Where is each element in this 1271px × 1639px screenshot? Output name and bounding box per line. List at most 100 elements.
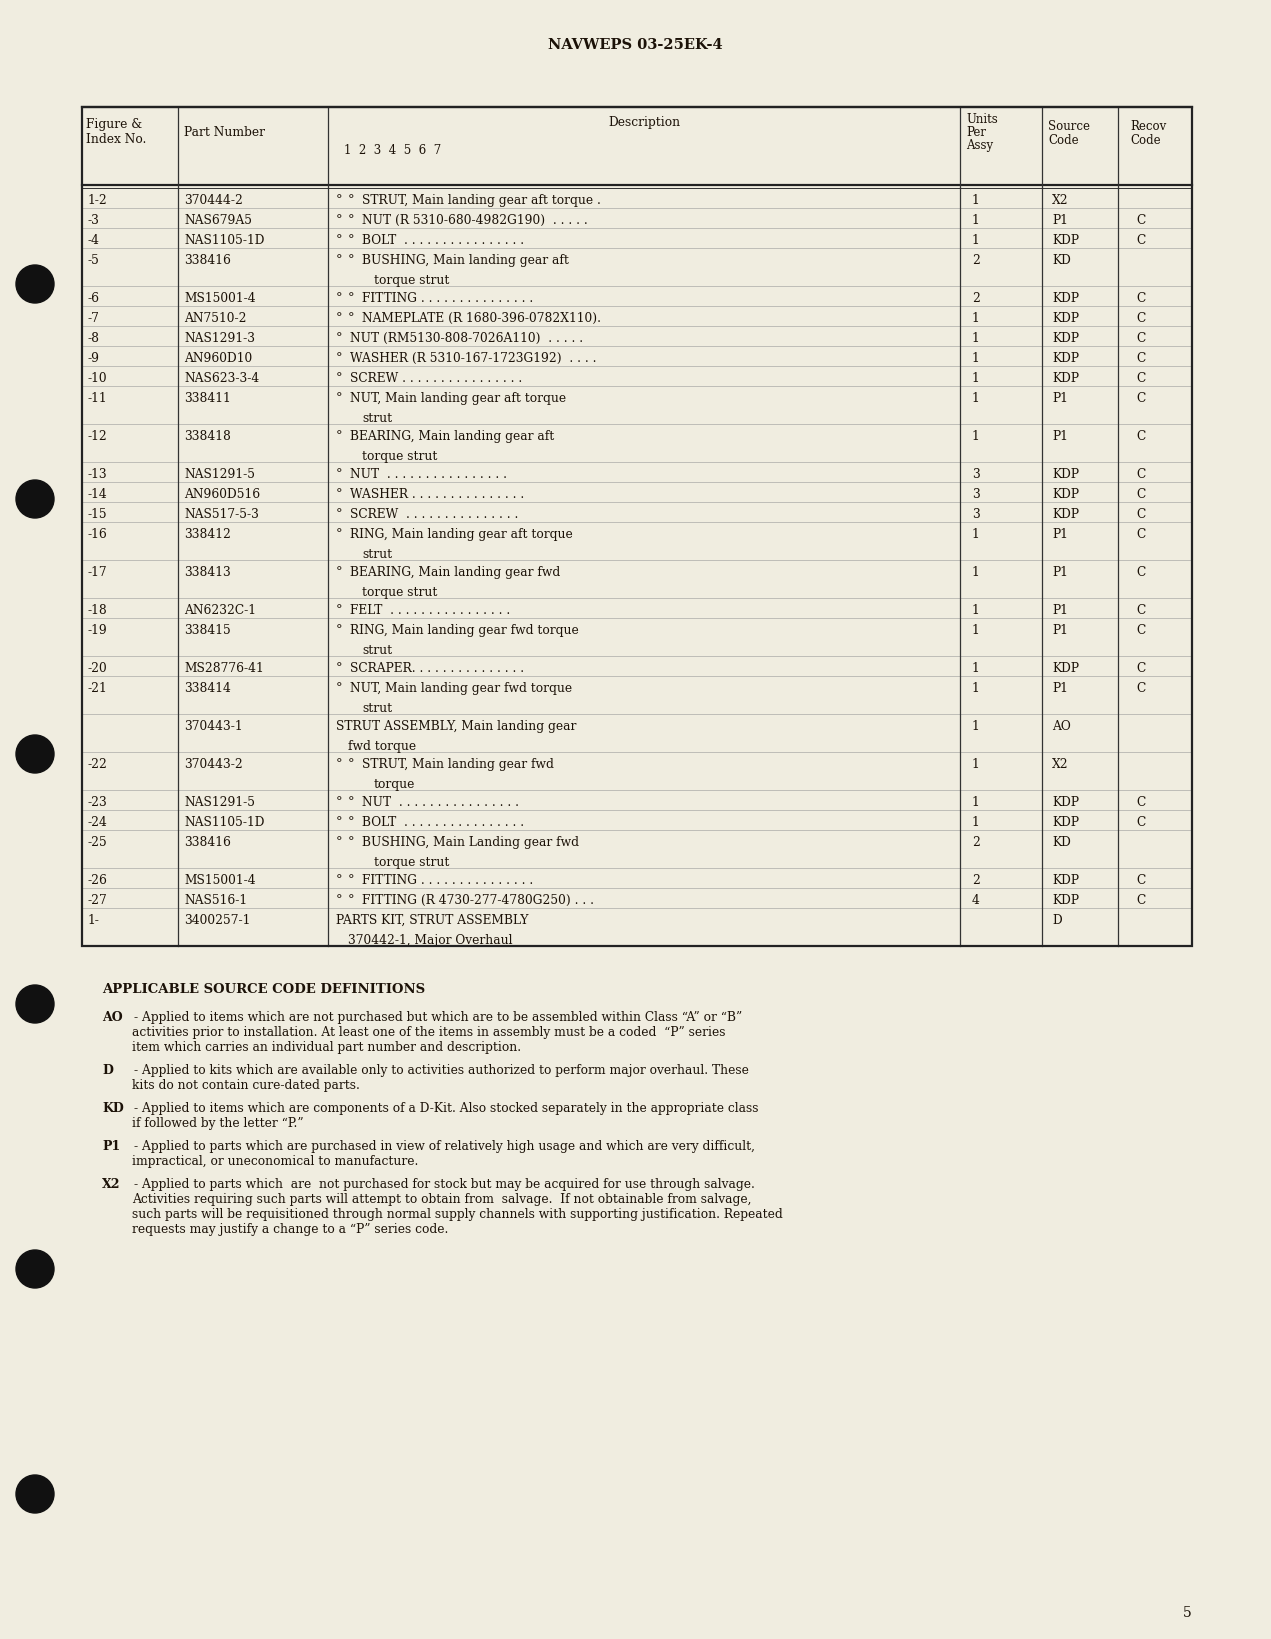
Text: -16: -16 — [88, 528, 108, 541]
Text: 370444-2: 370444-2 — [184, 193, 243, 207]
Text: NAS516-1: NAS516-1 — [184, 893, 247, 906]
Text: °: ° — [336, 795, 343, 808]
Text: C: C — [1136, 392, 1145, 405]
Text: -22: -22 — [88, 757, 108, 770]
Text: °: ° — [336, 682, 343, 695]
Text: fwd torque: fwd torque — [348, 739, 416, 752]
Text: NAS1105-1D: NAS1105-1D — [184, 816, 264, 828]
Text: 1-: 1- — [88, 913, 100, 926]
Text: FELT  . . . . . . . . . . . . . . . .: FELT . . . . . . . . . . . . . . . . — [350, 603, 510, 616]
Text: 1: 1 — [972, 528, 980, 541]
Text: C: C — [1136, 372, 1145, 385]
Text: 338415: 338415 — [184, 623, 231, 636]
Text: °: ° — [336, 874, 343, 887]
Text: 1-2: 1-2 — [88, 193, 108, 207]
Text: - Applied to items which are components of a D-Kit. Also stocked separately in t: - Applied to items which are components … — [133, 1101, 759, 1115]
Text: MS28776-41: MS28776-41 — [184, 662, 264, 675]
Text: NAS679A5: NAS679A5 — [184, 213, 252, 226]
Text: 4: 4 — [972, 893, 980, 906]
Text: KDP: KDP — [1052, 331, 1079, 344]
Text: KD: KD — [1052, 254, 1071, 267]
Text: °: ° — [336, 565, 343, 579]
Circle shape — [17, 1251, 53, 1288]
Text: C: C — [1136, 234, 1145, 247]
Text: °: ° — [348, 893, 355, 906]
Text: C: C — [1136, 795, 1145, 808]
Text: Units: Units — [966, 113, 998, 126]
Text: BEARING, Main landing gear aft: BEARING, Main landing gear aft — [350, 429, 554, 443]
Text: BOLT  . . . . . . . . . . . . . . . .: BOLT . . . . . . . . . . . . . . . . — [362, 816, 524, 828]
Text: torque strut: torque strut — [374, 856, 450, 869]
Text: impractical, or uneconomical to manufacture.: impractical, or uneconomical to manufact… — [132, 1154, 418, 1167]
Text: -24: -24 — [88, 816, 108, 828]
Circle shape — [17, 736, 53, 774]
Text: 2: 2 — [972, 874, 980, 887]
Text: P1: P1 — [1052, 603, 1068, 616]
Text: SCREW . . . . . . . . . . . . . . . .: SCREW . . . . . . . . . . . . . . . . — [350, 372, 522, 385]
Text: Assy: Assy — [966, 139, 993, 152]
Text: SCRAPER. . . . . . . . . . . . . . .: SCRAPER. . . . . . . . . . . . . . . — [350, 662, 524, 675]
Text: C: C — [1136, 213, 1145, 226]
Text: °: ° — [336, 193, 343, 207]
Text: 2: 2 — [972, 292, 980, 305]
Text: °: ° — [336, 213, 343, 226]
Text: torque: torque — [374, 777, 416, 790]
Text: 370443-1: 370443-1 — [184, 720, 243, 733]
Text: NUT (R 5310-680-4982G190)  . . . . .: NUT (R 5310-680-4982G190) . . . . . — [362, 213, 587, 226]
Text: P1: P1 — [1052, 623, 1068, 636]
Text: C: C — [1136, 874, 1145, 887]
Text: 338414: 338414 — [184, 682, 231, 695]
Text: °: ° — [336, 603, 343, 616]
Text: C: C — [1136, 292, 1145, 305]
Text: -6: -6 — [88, 292, 100, 305]
Text: 338418: 338418 — [184, 429, 231, 443]
Text: 370442-1, Major Overhaul: 370442-1, Major Overhaul — [348, 934, 512, 946]
Text: STRUT, Main landing gear aft torque .: STRUT, Main landing gear aft torque . — [362, 193, 601, 207]
Text: 1: 1 — [972, 429, 980, 443]
Text: NAS1291-3: NAS1291-3 — [184, 331, 255, 344]
Text: °: ° — [336, 254, 343, 267]
Text: WASHER (R 5310-167-1723G192)  . . . .: WASHER (R 5310-167-1723G192) . . . . — [350, 352, 596, 365]
Text: X2: X2 — [102, 1177, 121, 1190]
Text: -17: -17 — [88, 565, 108, 579]
Text: MS15001-4: MS15001-4 — [184, 292, 255, 305]
Text: strut: strut — [362, 644, 393, 657]
Text: AN960D10: AN960D10 — [184, 352, 252, 365]
Text: NAS1291-5: NAS1291-5 — [184, 467, 255, 480]
Text: P1: P1 — [102, 1139, 121, 1152]
Text: -21: -21 — [88, 682, 108, 695]
Text: 1: 1 — [972, 392, 980, 405]
Text: 2: 2 — [972, 254, 980, 267]
Text: 1: 1 — [972, 816, 980, 828]
Text: Source: Source — [1049, 120, 1091, 133]
Text: -19: -19 — [88, 623, 108, 636]
Text: FITTING . . . . . . . . . . . . . . .: FITTING . . . . . . . . . . . . . . . — [362, 874, 534, 887]
Text: AN960D516: AN960D516 — [184, 488, 261, 500]
Text: BUSHING, Main Landing gear fwd: BUSHING, Main Landing gear fwd — [362, 836, 580, 849]
Text: BEARING, Main landing gear fwd: BEARING, Main landing gear fwd — [350, 565, 561, 579]
Text: °: ° — [348, 213, 355, 226]
Text: C: C — [1136, 488, 1145, 500]
Text: KDP: KDP — [1052, 795, 1079, 808]
Text: Activities requiring such parts will attempt to obtain from  salvage.  If not ob: Activities requiring such parts will att… — [132, 1192, 751, 1205]
Text: 338412: 338412 — [184, 528, 231, 541]
Text: KDP: KDP — [1052, 488, 1079, 500]
Text: D: D — [102, 1064, 113, 1077]
Text: -15: -15 — [88, 508, 108, 521]
Text: KDP: KDP — [1052, 234, 1079, 247]
Text: 3: 3 — [972, 488, 980, 500]
Text: BUSHING, Main landing gear aft: BUSHING, Main landing gear aft — [362, 254, 569, 267]
Text: 370443-2: 370443-2 — [184, 757, 243, 770]
Text: NUT (RM5130-808-7026A110)  . . . . .: NUT (RM5130-808-7026A110) . . . . . — [350, 331, 583, 344]
Text: strut: strut — [362, 701, 393, 715]
Text: 1: 1 — [972, 662, 980, 675]
Text: BOLT  . . . . . . . . . . . . . . . .: BOLT . . . . . . . . . . . . . . . . — [362, 234, 524, 247]
Text: 1: 1 — [972, 331, 980, 344]
Text: if followed by the letter “P.”: if followed by the letter “P.” — [132, 1116, 304, 1129]
Text: C: C — [1136, 508, 1145, 521]
Text: °: ° — [348, 757, 355, 770]
Text: °: ° — [336, 234, 343, 247]
Text: 1: 1 — [972, 623, 980, 636]
Text: -20: -20 — [88, 662, 108, 675]
Text: 338413: 338413 — [184, 565, 231, 579]
